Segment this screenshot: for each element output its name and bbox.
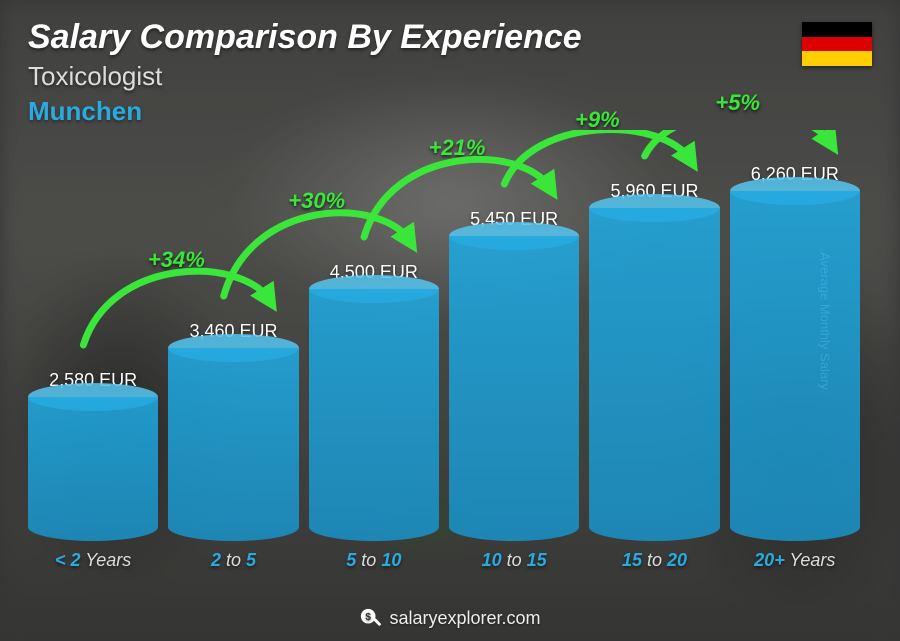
x-axis-label: 10 to 15 xyxy=(449,550,579,571)
bar-4: 5,960 EUR xyxy=(589,181,719,541)
x-axis-label: 20+ Years xyxy=(730,550,860,571)
x-axis-label: < 2 Years xyxy=(28,550,158,571)
bar-2: 4,500 EUR xyxy=(309,262,439,541)
bar-cylinder xyxy=(168,348,298,541)
bars-container: 2,580 EUR3,460 EUR4,500 EUR5,450 EUR5,96… xyxy=(28,130,860,541)
bar-3: 5,450 EUR xyxy=(449,209,579,541)
bar-cylinder xyxy=(309,289,439,541)
bar-0: 2,580 EUR xyxy=(28,370,158,541)
bar-cylinder xyxy=(589,208,719,541)
bar-cylinder xyxy=(449,236,579,541)
country-flag-germany xyxy=(802,22,872,66)
svg-text:$: $ xyxy=(366,612,372,623)
magnifier-dollar-icon: $ xyxy=(359,607,381,629)
x-axis-labels: < 2 Years 2 to 5 5 to 10 10 to 15 15 to 20 20… xyxy=(28,550,860,571)
header: Salary Comparison By Experience Toxicolo… xyxy=(28,18,872,127)
bar-1: 3,460 EUR xyxy=(168,321,298,541)
chart-subtitle: Toxicologist xyxy=(28,61,872,92)
footer: $ salaryexplorer.com xyxy=(0,607,900,629)
bar-cylinder xyxy=(730,191,860,541)
chart-location: Munchen xyxy=(28,96,872,127)
chart-title: Salary Comparison By Experience xyxy=(28,18,872,57)
footer-text: salaryexplorer.com xyxy=(389,608,540,629)
x-axis-label: 2 to 5 xyxy=(168,550,298,571)
bar-cylinder xyxy=(28,397,158,541)
x-axis-label: 5 to 10 xyxy=(309,550,439,571)
x-axis-label: 15 to 20 xyxy=(589,550,719,571)
bar-5: 6,260 EUR xyxy=(730,164,860,541)
chart-area: 2,580 EUR3,460 EUR4,500 EUR5,450 EUR5,96… xyxy=(28,130,860,569)
